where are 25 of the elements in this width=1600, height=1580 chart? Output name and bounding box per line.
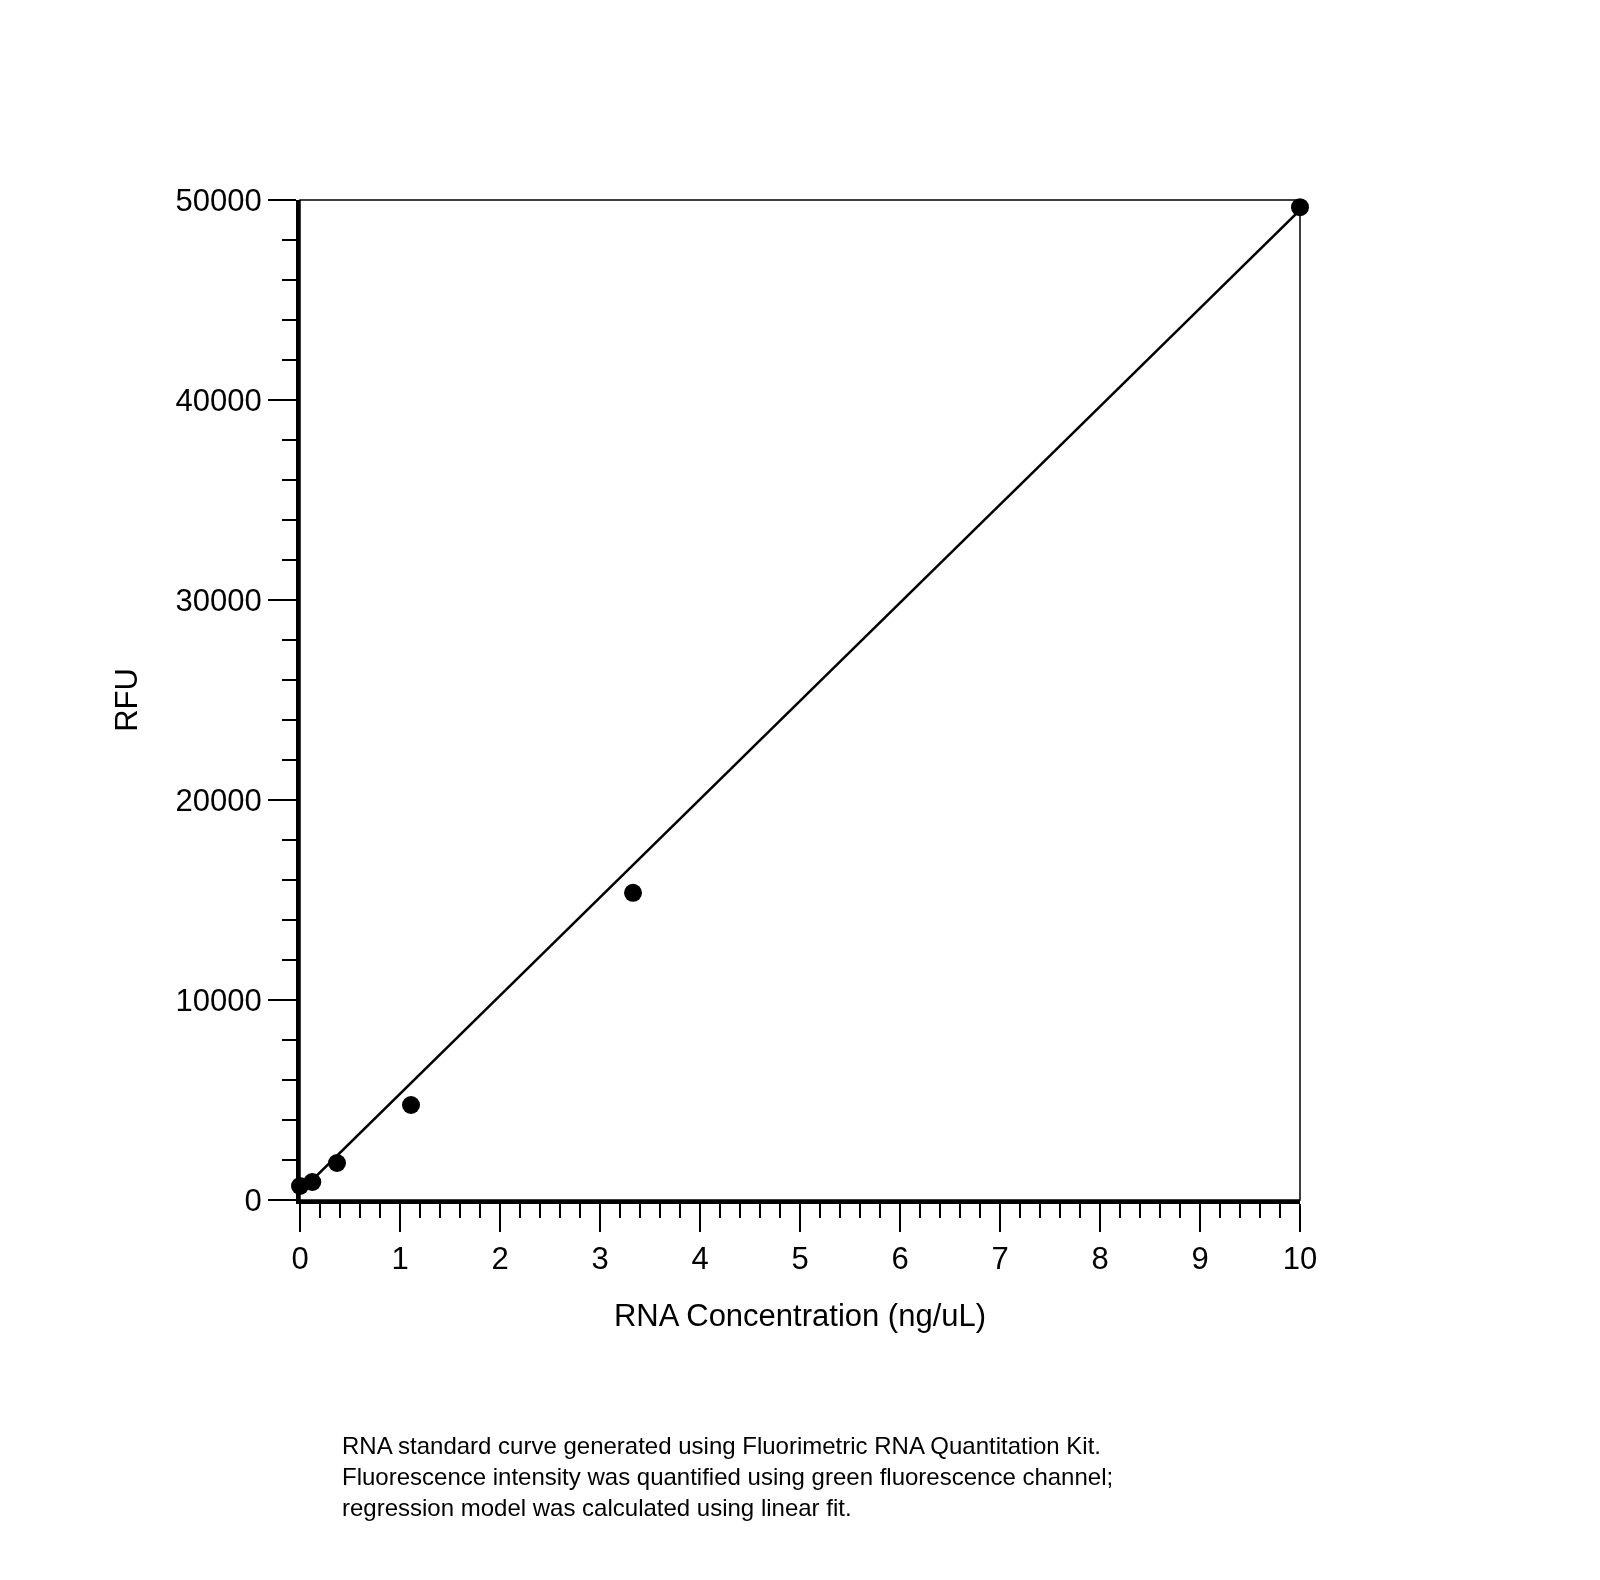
- y-tick-label: 40000: [175, 382, 262, 418]
- x-tick-label: 10: [1282, 1241, 1318, 1277]
- x-tick-label: 4: [691, 1241, 709, 1277]
- point: [303, 1173, 322, 1191]
- x-tick-label: 9: [1191, 1241, 1209, 1277]
- x-tick-label: 7: [991, 1241, 1009, 1277]
- y-tick-label: 10000: [175, 982, 262, 1018]
- text: RNA standard curve generated using Fluorimetric RNA Quantitation Kit. Fluorescence intensity was quantified using green fluorescence channel; regression model was calculated using linear fit.: [342, 1432, 1114, 1522]
- x-axis-title: RNA Concentration (ng/uL): [613, 1297, 987, 1333]
- x-tick-label: 6: [891, 1241, 909, 1277]
- x-tick-label: 8: [1091, 1241, 1109, 1277]
- x-tick-label: 0: [291, 1241, 309, 1277]
- x-tick-label: 5: [791, 1241, 809, 1277]
- point: [1291, 198, 1309, 217]
- point: [402, 1096, 420, 1114]
- y-axis-title: RFU: [108, 668, 144, 732]
- y-tick-label: 20000: [175, 782, 262, 818]
- y-tick-label: 50000: [175, 182, 262, 218]
- x-tick-label: 2: [491, 1241, 509, 1277]
- point: [328, 1154, 346, 1172]
- point: [624, 883, 642, 902]
- x-tick-label: 3: [591, 1241, 609, 1277]
- y-tick-label: 30000: [175, 582, 262, 618]
- y-tick-label: 0: [244, 1182, 262, 1218]
- x-tick-label: 1: [391, 1241, 409, 1277]
